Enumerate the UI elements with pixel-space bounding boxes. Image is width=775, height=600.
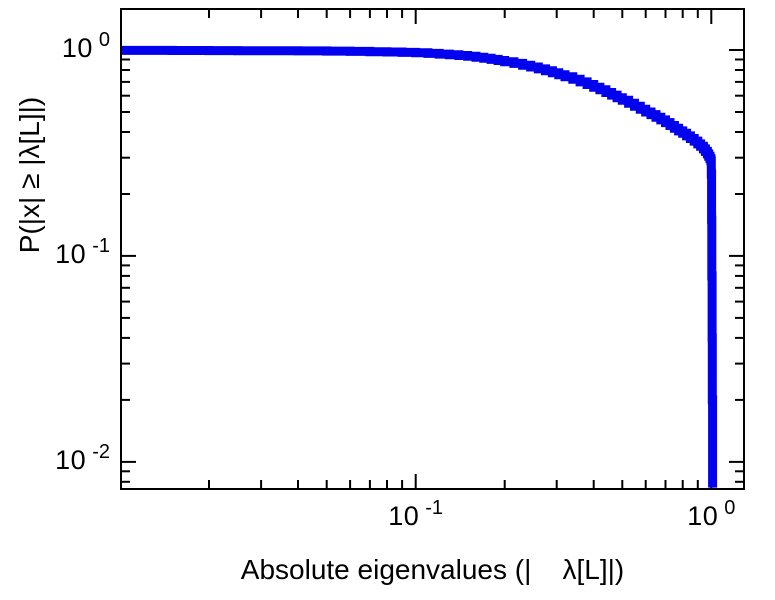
- y-tick-label: 10 -1: [0, 235, 110, 270]
- tick-label-base: 10: [61, 33, 93, 64]
- tick-label-base: 10: [687, 501, 719, 531]
- tick-label-exponent: -1: [425, 497, 444, 519]
- y-tick-label: 10 -2: [0, 441, 110, 476]
- plot-frame: [120, 8, 745, 490]
- y-axis-label: P(|x| ≥ |λ[L]|): [14, 96, 45, 254]
- tick-label-exponent: -1: [92, 234, 110, 257]
- tick-label-exponent: -2: [92, 440, 110, 463]
- tick-label-exponent: 0: [724, 497, 736, 519]
- tick-label-base: 10: [55, 238, 87, 269]
- plot-canvas: [120, 8, 745, 490]
- ccdf-curve: [120, 45, 718, 488]
- tick-label-exponent: 0: [98, 29, 110, 52]
- tick-label-base: 10: [388, 501, 420, 531]
- x-tick-label: 10 0: [641, 497, 775, 532]
- tick-label-base: 10: [55, 444, 87, 475]
- x-tick-label: 10 -1: [346, 497, 486, 532]
- plot-area: [120, 8, 745, 490]
- y-tick-label: 10 0: [0, 29, 110, 64]
- x-axis-label: Absolute eigenvalues (| λ[L]|): [240, 554, 625, 585]
